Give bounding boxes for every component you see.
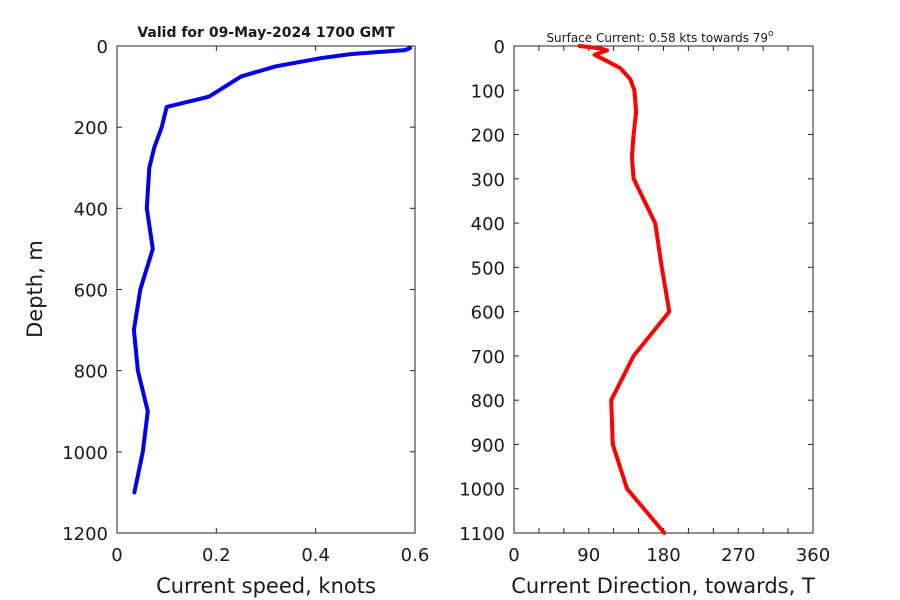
speed-axis-ticks: 0 0.2 0.4 0.6 0 200 400 600 800 1000 1200 [62, 37, 429, 566]
direction-ytick-label: 300 [471, 170, 505, 191]
direction-data-point [667, 310, 671, 314]
speed-data-point [141, 450, 145, 454]
speed-data-point [151, 247, 155, 251]
speed-plot-area [116, 45, 416, 534]
speed-xtick-label: 0.4 [301, 545, 330, 566]
speed-data-point [138, 288, 142, 291]
direction-series-line [577, 44, 672, 535]
direction-data-point [611, 442, 615, 446]
speed-data-point [165, 105, 169, 109]
direction-ytick-label: 900 [471, 435, 505, 456]
direction-xtick-label: 360 [796, 545, 830, 566]
direction-title-text: Surface Current: 0.58 kts towards 79 [546, 31, 768, 45]
speed-xtick-label: 0.2 [202, 545, 231, 566]
speed-chart-title: Valid for 09-May-2024 1700 GMT [137, 25, 395, 41]
direction-chart-title: Surface Current: 0.58 kts towards 79o [546, 29, 774, 45]
speed-x-axis-label: Current speed, knots [156, 574, 376, 598]
speed-y-axis-label: Depth, m [23, 240, 47, 338]
direction-ytick-label: 700 [471, 347, 505, 368]
direction-data-point [633, 99, 637, 103]
speed-ytick-label: 200 [74, 118, 108, 139]
speed-data-point [403, 48, 407, 52]
direction-xtick-label: 0 [508, 545, 519, 566]
speed-data-point [152, 145, 156, 149]
direction-xtick-label: 90 [577, 545, 600, 566]
direction-xtick-label: 180 [646, 545, 680, 566]
speed-data-point [136, 369, 140, 373]
direction-ytick-label: 400 [471, 214, 505, 235]
direction-plot-area [513, 45, 814, 534]
direction-data-point [653, 221, 657, 225]
speed-data-point [207, 95, 211, 99]
speed-xtick-label: 0.6 [401, 545, 430, 566]
speed-data-point [145, 206, 149, 210]
direction-data-point [662, 531, 666, 535]
speed-xtick-label: 0 [111, 545, 122, 566]
direction-data-point [628, 77, 632, 81]
speed-data-point [274, 64, 278, 68]
direction-data-point [593, 53, 597, 57]
direction-data-point [632, 177, 636, 181]
speed-data-point [160, 125, 164, 129]
direction-data-point [660, 265, 664, 269]
direction-ytick-label: 1100 [459, 524, 505, 545]
speed-data-point [348, 52, 352, 56]
direction-data-point [632, 354, 636, 358]
speed-data-point [239, 74, 243, 78]
direction-data-point [605, 48, 609, 52]
direction-ytick-label: 600 [471, 303, 505, 324]
direction-ytick-label: 100 [471, 81, 505, 102]
speed-ytick-label: 600 [74, 281, 108, 302]
speed-data-point [132, 490, 136, 494]
direction-series [577, 44, 672, 535]
direction-x-axis-label: Current Direction, towards, T [511, 574, 815, 598]
speed-ytick-label: 1200 [62, 524, 108, 545]
direction-data-point [609, 398, 613, 402]
speed-ytick-label: 400 [74, 199, 108, 220]
speed-profile-panel: 0 0.2 0.4 0.6 0 200 400 600 800 1000 1200 Valid fo… [23, 25, 429, 598]
speed-data-point [146, 409, 150, 413]
direction-ytick-label: 500 [471, 258, 505, 279]
speed-data-point [147, 166, 151, 170]
direction-ytick-label: 0 [494, 37, 505, 58]
speed-ytick-label: 1000 [62, 443, 108, 464]
direction-axis-ticks: 0 90 180 270 360 0 100 200 300 400 500 600 700 800 900… [459, 37, 830, 566]
speed-series [131, 46, 412, 495]
direction-data-point [632, 88, 636, 92]
direction-data-point [598, 51, 602, 55]
direction-data-point [634, 110, 638, 114]
direction-data-point [632, 133, 636, 137]
speed-data-point [408, 46, 412, 50]
direction-title-degree: o [768, 29, 774, 39]
direction-data-point [630, 155, 634, 159]
speed-data-point [319, 56, 323, 60]
direction-data-point [578, 44, 582, 48]
direction-data-point [618, 66, 622, 70]
direction-xtick-label: 270 [721, 545, 755, 566]
direction-profile-panel: 0 90 180 270 360 0 100 200 300 400 500 600 700 800 900… [459, 29, 830, 598]
speed-ytick-label: 800 [74, 362, 108, 383]
speed-data-point [132, 328, 136, 332]
direction-ytick-label: 200 [471, 126, 505, 147]
direction-ytick-label: 800 [471, 391, 505, 412]
direction-ytick-label: 1000 [459, 480, 505, 501]
direction-data-point [602, 57, 606, 61]
direction-data-point [598, 46, 602, 50]
direction-data-point [625, 487, 629, 491]
speed-ytick-label: 0 [97, 37, 108, 58]
